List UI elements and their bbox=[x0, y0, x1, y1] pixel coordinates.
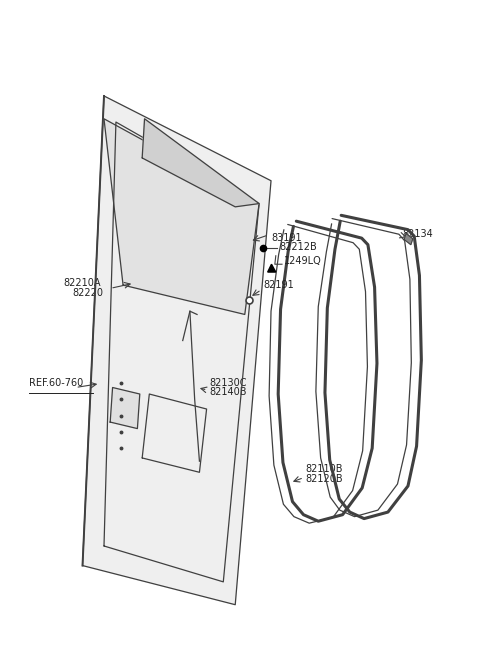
Text: REF.60-760: REF.60-760 bbox=[29, 377, 84, 388]
Text: 82220: 82220 bbox=[72, 288, 103, 298]
Polygon shape bbox=[268, 264, 276, 272]
Polygon shape bbox=[404, 234, 413, 245]
Text: 82191: 82191 bbox=[263, 280, 294, 290]
Text: 82210A: 82210A bbox=[63, 278, 101, 288]
Text: 82130C: 82130C bbox=[209, 377, 247, 388]
Text: 82140B: 82140B bbox=[209, 387, 247, 398]
Polygon shape bbox=[110, 388, 140, 428]
Text: 83191: 83191 bbox=[271, 233, 301, 243]
Text: 82134: 82134 bbox=[402, 229, 433, 240]
Text: 1249LQ: 1249LQ bbox=[284, 255, 322, 265]
Polygon shape bbox=[83, 96, 271, 605]
Text: 82212B: 82212B bbox=[279, 242, 317, 252]
Polygon shape bbox=[142, 119, 259, 207]
Polygon shape bbox=[104, 119, 259, 314]
Text: 82110B: 82110B bbox=[306, 464, 343, 474]
Text: 82120B: 82120B bbox=[306, 474, 344, 484]
